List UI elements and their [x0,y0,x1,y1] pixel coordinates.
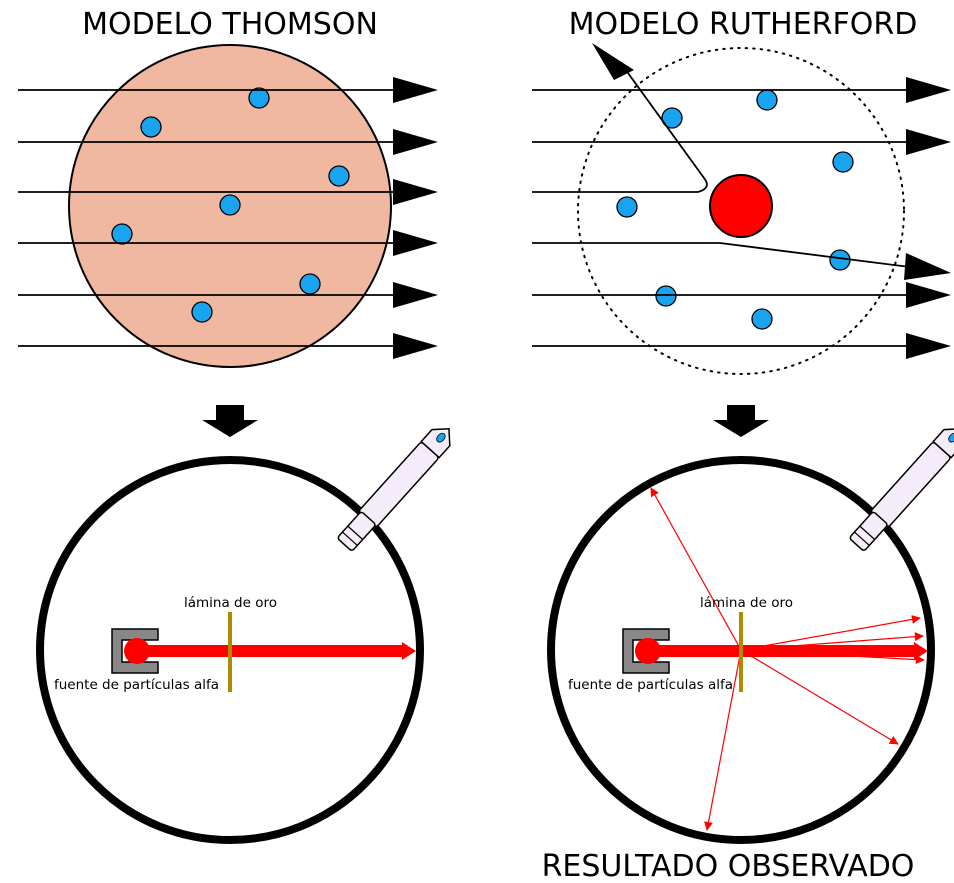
alpha-beam [137,642,416,660]
deflected-path [532,242,911,268]
source-label: fuente de partículas alfa [54,677,219,693]
rutherford-alpha-paths [532,43,951,359]
alpha-beam [648,642,928,660]
electron [661,107,683,129]
nucleus [709,174,773,238]
scatter-ray [740,632,924,651]
scatter-ray [740,614,921,651]
thomson-alpha-paths [18,77,438,359]
title-thomson: MODELO THOMSON [82,7,378,42]
detector-screen [547,456,935,844]
electron [756,89,778,111]
title-observed: RESULTADO OBSERVADO [542,849,915,883]
electron [191,301,213,323]
arrowhead [906,333,951,359]
atom-boundary [577,47,905,375]
arrowhead [393,333,438,359]
electron [299,273,321,295]
arrowhead [906,282,951,308]
foil-label: lámina de oro [700,595,793,611]
alpha-source-housing [111,628,159,674]
rutherford-experiment: lámina de oro fuente de partículas alfa [547,427,954,844]
electron [751,308,773,330]
scatter-ray [650,487,742,651]
alpha-source-housing [622,628,670,674]
down-arrow [713,405,769,437]
down-arrow [202,405,258,437]
scatter-ray [740,649,899,745]
scattered-rays [650,487,925,831]
arrowhead [393,282,438,308]
thomson-electrons [111,87,350,323]
arrowhead [906,129,951,155]
electron [111,223,133,245]
thomson-model [18,44,438,368]
arrowhead [904,253,951,280]
electron [328,165,350,187]
backscatter-path [532,61,708,193]
electron [655,285,677,307]
electron [248,87,270,109]
gold-foil [228,612,232,692]
detector-screen [36,456,424,844]
arrowhead [393,230,438,256]
arrowhead [393,179,438,205]
scatter-ray [740,649,925,665]
electron [829,249,851,271]
title-rutherford: MODELO RUTHERFORD [569,7,918,42]
microscope-icon [337,427,451,551]
electron [140,116,162,138]
arrowhead [592,43,634,80]
electron [219,194,241,216]
electron [616,196,638,218]
rutherford-electrons [616,89,854,330]
microscope-icon [849,427,954,551]
rutherford-model [532,43,951,375]
thomson-experiment: lámina de oro fuente de partículas alfa [36,427,451,844]
source-label: fuente de partículas alfa [568,677,733,693]
electron [832,151,854,173]
gold-foil [739,612,743,692]
arrowhead [393,129,438,155]
arrowhead [393,77,438,103]
foil-label: lámina de oro [184,595,277,611]
arrowhead [906,77,951,103]
scatter-ray [704,649,742,831]
